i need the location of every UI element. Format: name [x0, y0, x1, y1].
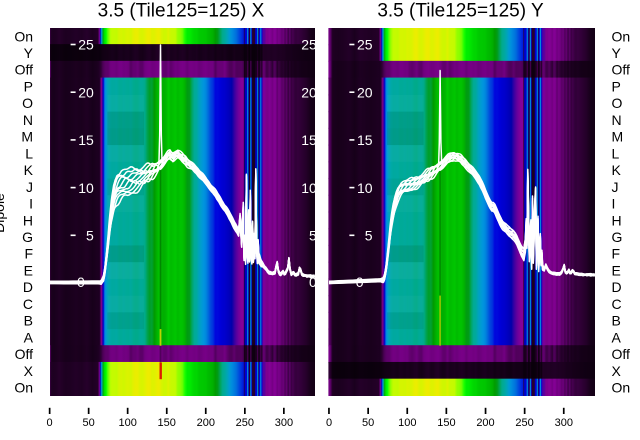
svg-text:H: H — [23, 212, 33, 228]
svg-text:Off: Off — [612, 346, 631, 362]
svg-text:N: N — [23, 112, 33, 128]
svg-text:15: 15 — [357, 132, 373, 148]
svg-text:Off: Off — [15, 62, 34, 78]
svg-text:J: J — [26, 179, 33, 195]
svg-text:Dipole: Dipole — [0, 193, 7, 233]
svg-text:200: 200 — [476, 417, 494, 429]
svg-text:15: 15 — [78, 132, 94, 148]
svg-text:300: 300 — [275, 417, 293, 429]
svg-text:Y: Y — [612, 45, 622, 61]
svg-text:On: On — [14, 380, 33, 396]
svg-text:25: 25 — [301, 37, 317, 53]
svg-text:250: 250 — [515, 417, 533, 429]
svg-text:On: On — [612, 28, 631, 44]
svg-text:Off: Off — [612, 62, 631, 78]
svg-text:150: 150 — [437, 417, 455, 429]
svg-text:I: I — [29, 196, 33, 212]
svg-text:Off: Off — [15, 346, 34, 362]
svg-text:O: O — [612, 95, 623, 111]
svg-text:K: K — [612, 162, 622, 178]
svg-text:D: D — [612, 279, 622, 295]
svg-text:On: On — [14, 28, 33, 44]
svg-text:B: B — [24, 313, 33, 329]
svg-text:H: H — [612, 212, 622, 228]
svg-text:F: F — [612, 246, 621, 262]
svg-text:K: K — [24, 162, 34, 178]
svg-text:G: G — [22, 229, 33, 245]
svg-text:A: A — [24, 329, 34, 345]
svg-text:25: 25 — [357, 37, 373, 53]
svg-text:3.5 (Tile125=125) X: 3.5 (Tile125=125) X — [98, 0, 265, 21]
svg-text:20: 20 — [357, 84, 373, 100]
svg-text:E: E — [24, 262, 33, 278]
svg-text:I: I — [612, 196, 616, 212]
svg-text:C: C — [612, 296, 622, 312]
svg-text:5: 5 — [309, 228, 317, 244]
svg-text:F: F — [24, 246, 33, 262]
svg-text:N: N — [612, 112, 622, 128]
svg-text:X: X — [612, 363, 622, 379]
svg-text:5: 5 — [365, 228, 373, 244]
svg-text:100: 100 — [119, 417, 137, 429]
svg-text:200: 200 — [197, 417, 215, 429]
svg-text:X: X — [24, 363, 34, 379]
svg-text:20: 20 — [78, 84, 94, 100]
svg-text:L: L — [25, 145, 33, 161]
svg-text:0: 0 — [356, 274, 364, 290]
svg-text:150: 150 — [158, 417, 176, 429]
svg-text:250: 250 — [236, 417, 254, 429]
svg-text:10: 10 — [357, 180, 373, 196]
svg-text:50: 50 — [362, 417, 374, 429]
svg-text:3.5 (Tile125=125) Y: 3.5 (Tile125=125) Y — [377, 0, 544, 21]
svg-text:O: O — [22, 95, 33, 111]
svg-text:5: 5 — [86, 228, 94, 244]
svg-text:50: 50 — [82, 417, 94, 429]
svg-text:M: M — [612, 129, 624, 145]
svg-text:On: On — [612, 380, 631, 396]
svg-text:0: 0 — [326, 417, 332, 429]
svg-text:0: 0 — [309, 274, 317, 290]
svg-text:E: E — [612, 262, 621, 278]
svg-text:15: 15 — [301, 132, 317, 148]
svg-text:M: M — [21, 129, 33, 145]
svg-text:D: D — [23, 279, 33, 295]
svg-text:A: A — [612, 329, 622, 345]
svg-text:10: 10 — [78, 180, 94, 196]
svg-text:0: 0 — [47, 417, 53, 429]
svg-text:L: L — [612, 145, 620, 161]
svg-text:P: P — [24, 78, 33, 94]
svg-text:300: 300 — [555, 417, 573, 429]
svg-text:10: 10 — [301, 180, 317, 196]
svg-text:0: 0 — [77, 274, 85, 290]
svg-text:P: P — [612, 78, 621, 94]
svg-text:J: J — [612, 179, 619, 195]
svg-text:B: B — [612, 313, 621, 329]
svg-text:100: 100 — [398, 417, 416, 429]
svg-text:C: C — [23, 296, 33, 312]
svg-text:G: G — [612, 229, 623, 245]
svg-text:20: 20 — [301, 84, 317, 100]
svg-text:25: 25 — [78, 37, 94, 53]
svg-text:Y: Y — [24, 45, 34, 61]
